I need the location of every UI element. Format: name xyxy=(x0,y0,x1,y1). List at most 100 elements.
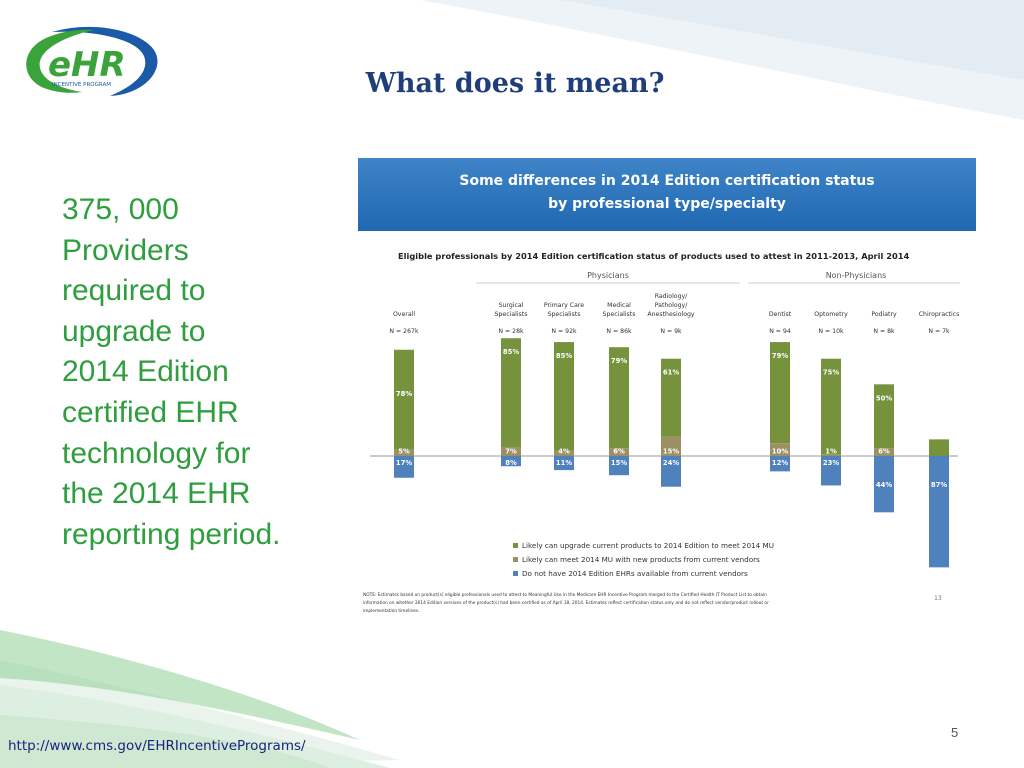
data-label-upgrade: 85% xyxy=(503,348,519,356)
data-label-upgrade: 13% xyxy=(931,431,947,439)
body-text: 375, 000 Providers required to upgrade to 20… xyxy=(62,190,327,555)
bar-upgrade xyxy=(821,358,841,455)
category-n-label: N = 10k xyxy=(818,328,844,335)
data-label-no-edition: 12% xyxy=(772,459,788,467)
data-label-new-product: 6% xyxy=(878,448,890,456)
data-label-upgrade: 61% xyxy=(663,369,679,377)
data-label-no-edition: 24% xyxy=(663,459,679,467)
category-n-label: N = 28k xyxy=(498,328,524,335)
data-label-new-product: 15% xyxy=(663,448,679,456)
slide-title: What does it mean? xyxy=(365,68,665,99)
category-n-label: N = 7k xyxy=(928,328,950,335)
body-text-line: 2014 Edition xyxy=(62,355,229,389)
bar-no-edition xyxy=(874,456,894,513)
legend-swatch xyxy=(513,543,518,548)
category-n-label: N = 267k xyxy=(389,328,419,335)
bar-no-edition xyxy=(661,456,681,487)
data-label-upgrade: 79% xyxy=(772,352,788,360)
legend-swatch xyxy=(513,571,518,576)
data-label-new-product: 10% xyxy=(772,448,788,456)
bar-no-edition xyxy=(821,456,841,486)
legend-swatch xyxy=(513,557,518,562)
certification-status-chart: Eligible professionals by 2014 Edition c… xyxy=(363,251,960,614)
category-n-label: N = 92k xyxy=(551,328,577,335)
category-label: Specialists xyxy=(548,311,581,318)
body-text-line: Providers xyxy=(62,233,189,267)
bar-no-edition xyxy=(929,456,949,568)
ehr-incentive-program-logo: eHR INCENTIVE PROGRAM xyxy=(26,26,158,96)
body-text-line: required to xyxy=(62,274,206,308)
data-label-new-product: 7% xyxy=(505,448,517,456)
data-label-upgrade: 78% xyxy=(396,390,412,398)
group-label: Physicians xyxy=(587,271,629,280)
bar-no-edition xyxy=(394,456,414,478)
data-label-no-edition: 23% xyxy=(823,459,839,467)
category-label: Anesthesiology xyxy=(647,311,694,318)
body-text-line: reporting period. xyxy=(62,517,281,551)
bar-new-product xyxy=(609,448,629,456)
category-label: Overall xyxy=(393,311,415,318)
category-label: Specialists xyxy=(495,311,528,318)
data-label-upgrade: 85% xyxy=(556,352,572,360)
data-label-no-edition: 11% xyxy=(556,459,572,467)
category-label: Optometry xyxy=(814,311,848,318)
data-label-new-product: 4% xyxy=(558,448,570,456)
category-n-label: N = 94 xyxy=(769,328,791,335)
bar-upgrade xyxy=(929,439,949,456)
legend-label: Do not have 2014 Edition EHRs available … xyxy=(522,569,748,578)
bottom-swoosh-decoration xyxy=(0,630,400,768)
bar-upgrade xyxy=(661,358,681,437)
top-swoosh-decoration xyxy=(420,0,1024,120)
svg-text:INCENTIVE PROGRAM: INCENTIVE PROGRAM xyxy=(52,82,111,88)
bar-upgrade xyxy=(394,349,414,450)
bar-upgrade xyxy=(770,342,790,444)
bar-upgrade xyxy=(501,338,521,448)
bar-new-product xyxy=(554,450,574,456)
chart-note-line: information on whether 2014 Edition vers… xyxy=(363,600,769,606)
body-text-line: the 2014 EHR xyxy=(62,477,251,511)
legend-label: Likely can upgrade current products to 2… xyxy=(522,541,774,550)
group-label: Non-Physicians xyxy=(826,271,887,280)
data-label-no-edition: 15% xyxy=(611,459,627,467)
chart-header-title-line: by professional type/specialty xyxy=(548,196,786,212)
bar-no-edition xyxy=(501,456,521,467)
category-label: Primary Care xyxy=(544,302,584,309)
category-label: Chiropractics xyxy=(919,311,960,318)
category-label: Medical xyxy=(607,302,631,309)
data-label-no-edition: 44% xyxy=(876,481,892,489)
data-label-new-product: 1% xyxy=(825,448,837,456)
chart-header-title-line: Some differences in 2014 Edition certifi… xyxy=(459,173,875,189)
data-label-upgrade: 75% xyxy=(823,369,839,377)
bar-new-product xyxy=(770,443,790,456)
chart-header-title: Some differences in 2014 Edition certifi… xyxy=(358,170,976,216)
chart-slide-number: 13 xyxy=(934,595,942,602)
body-text-line: upgrade to xyxy=(62,314,206,348)
bar-new-product xyxy=(661,436,681,456)
chart-note-line: NOTE: Estimates based on product(s) elig… xyxy=(363,592,767,598)
category-label: Dentist xyxy=(769,311,792,318)
category-label: Pathology/ xyxy=(655,302,688,309)
data-label-upgrade: 50% xyxy=(876,394,892,402)
data-label-new-product: 5% xyxy=(398,448,410,456)
bar-no-edition xyxy=(770,456,790,472)
data-label-new-product: 6% xyxy=(613,448,625,456)
bar-no-edition xyxy=(554,456,574,471)
svg-text:eHR: eHR xyxy=(48,45,126,85)
data-label-upgrade: 79% xyxy=(611,357,627,365)
bar-new-product xyxy=(821,454,841,456)
data-label-no-edition: 87% xyxy=(931,481,947,489)
chart-note-line: implementation timelines. xyxy=(363,608,419,614)
category-label: Podiatry xyxy=(871,311,897,318)
legend-label: Likely can meet 2014 MU with new product… xyxy=(522,555,760,564)
page-number: 5 xyxy=(951,725,959,740)
data-label-no-edition: 17% xyxy=(396,459,412,467)
chart-title: Eligible professionals by 2014 Edition c… xyxy=(398,251,910,261)
bar-no-edition xyxy=(609,456,629,476)
category-label: Specialists xyxy=(603,311,636,318)
bar-upgrade xyxy=(874,384,894,449)
chart-header: Some differences in 2014 Edition certifi… xyxy=(358,158,976,231)
body-text-line: technology for xyxy=(62,436,251,470)
body-text-line: certified EHR xyxy=(62,395,239,429)
category-n-label: N = 8k xyxy=(873,328,895,335)
footer-url-link[interactable]: http://www.cms.gov/EHRIncentivePrograms/ xyxy=(8,738,306,754)
